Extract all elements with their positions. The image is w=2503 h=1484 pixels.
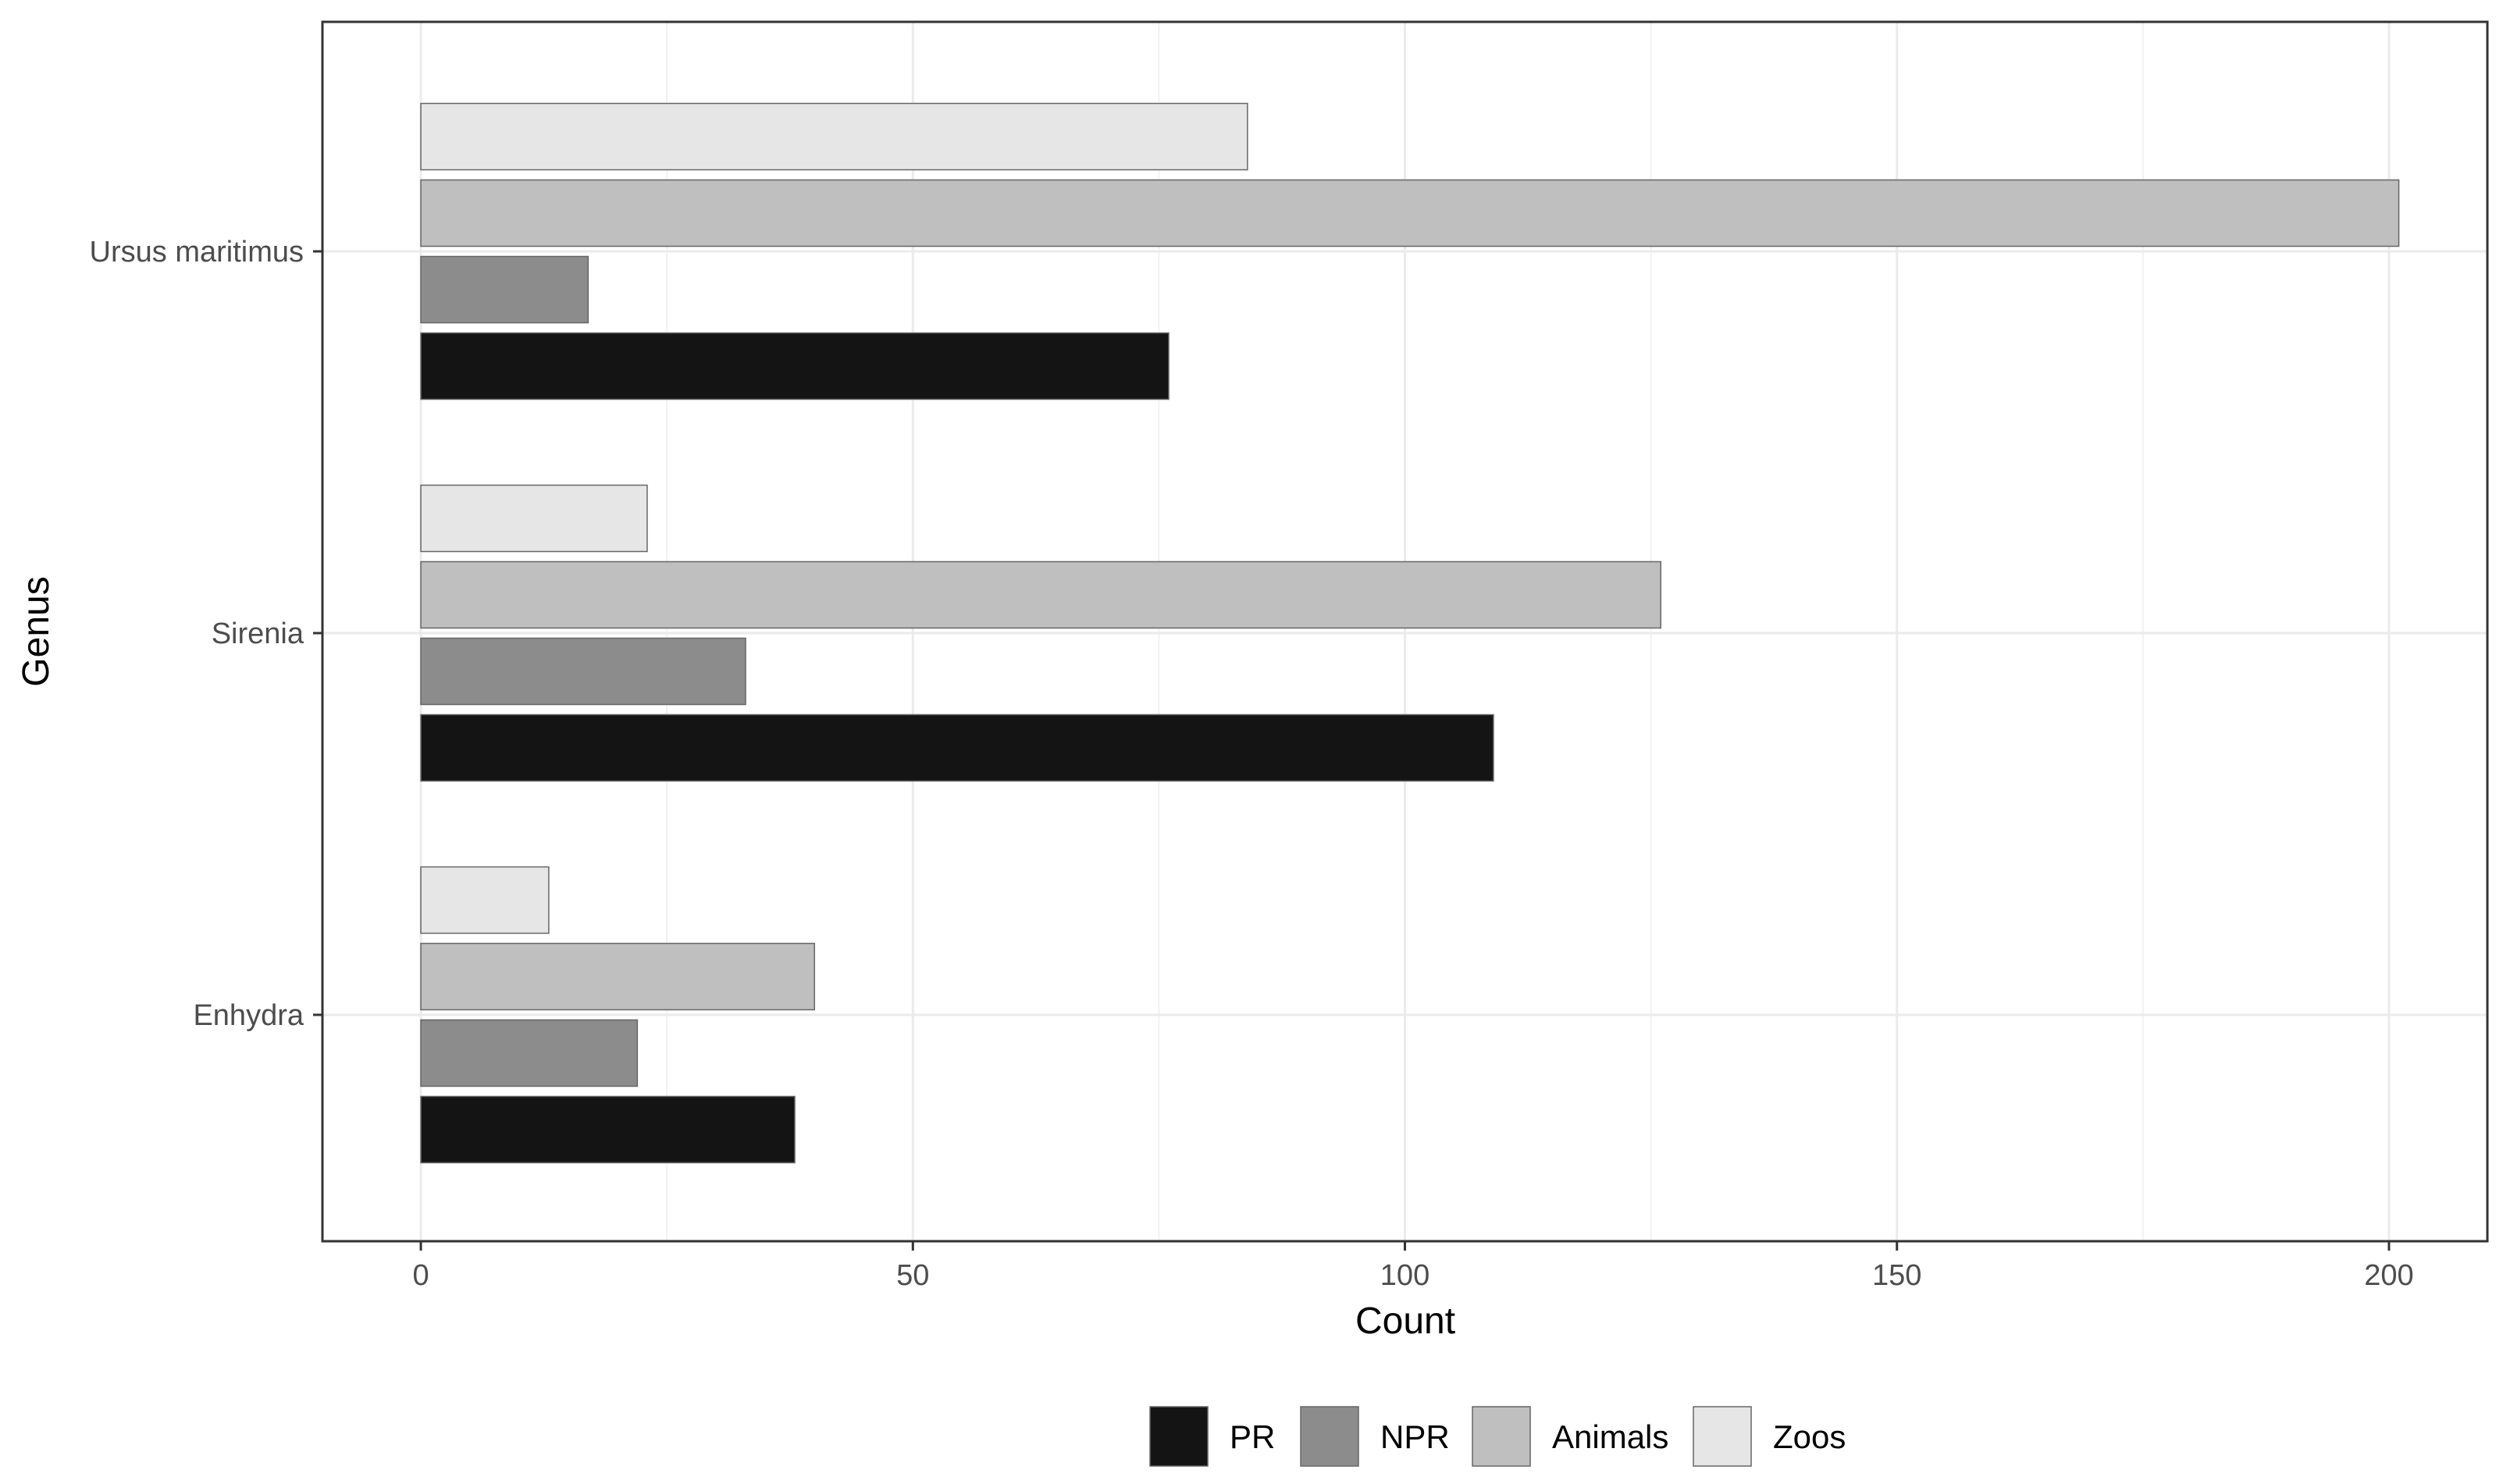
- bar-enhydra-npr: [420, 1019, 639, 1087]
- bar-sirenia-npr: [420, 637, 746, 706]
- legend-label-animals: Animals: [1552, 1418, 1668, 1455]
- bars: [420, 102, 2400, 1164]
- bar-ursus-maritimus-npr: [420, 255, 589, 324]
- bar-ursus-maritimus-pr: [420, 332, 1170, 400]
- axes: 0 50 100 150 200 Ursus maritimus Sirenia Enhydr…: [90, 236, 2414, 1292]
- x-tick-label: 150: [1872, 1259, 1921, 1292]
- bar-enhydra-pr: [420, 1095, 796, 1164]
- bar-sirenia-zoos: [420, 484, 648, 553]
- legend-item-pr: PR: [1149, 1406, 1275, 1467]
- x-tick-label: 100: [1380, 1259, 1430, 1292]
- legend-item-npr: NPR: [1300, 1406, 1450, 1467]
- legend-label-npr: NPR: [1380, 1418, 1450, 1455]
- y-tick-label-enhydra: Enhydra: [193, 999, 304, 1032]
- legend-item-animals: Animals: [1472, 1406, 1668, 1467]
- bar-ursus-maritimus-animals: [420, 179, 2400, 247]
- x-tick-label: 50: [896, 1259, 929, 1292]
- legend-key-zoos: [1693, 1406, 1752, 1467]
- legend-key-animals: [1472, 1406, 1531, 1467]
- legend-key-npr: [1300, 1406, 1359, 1467]
- y-tick-label-ursus-maritimus: Ursus maritimus: [90, 236, 304, 269]
- bar-enhydra-animals: [420, 942, 815, 1011]
- y-tick-label-sirenia: Sirenia: [212, 617, 304, 650]
- legend: PR NPR Animals Zoos: [1149, 1406, 1846, 1467]
- legend-label-pr: PR: [1230, 1418, 1275, 1455]
- y-axis-title: Genus: [16, 576, 57, 686]
- x-tick-label: 200: [2364, 1259, 2413, 1292]
- legend-label-zoos: Zoos: [1773, 1418, 1846, 1455]
- bar-sirenia-pr: [420, 714, 1494, 782]
- x-tick-label: 0: [412, 1259, 429, 1292]
- bar-enhydra-zoos: [420, 866, 550, 934]
- x-axis-title: Count: [1355, 1301, 1455, 1342]
- bar-sirenia-animals: [420, 561, 1661, 629]
- bar-ursus-maritimus-zoos: [420, 102, 1248, 171]
- legend-item-zoos: Zoos: [1693, 1406, 1846, 1467]
- legend-key-pr: [1149, 1406, 1209, 1467]
